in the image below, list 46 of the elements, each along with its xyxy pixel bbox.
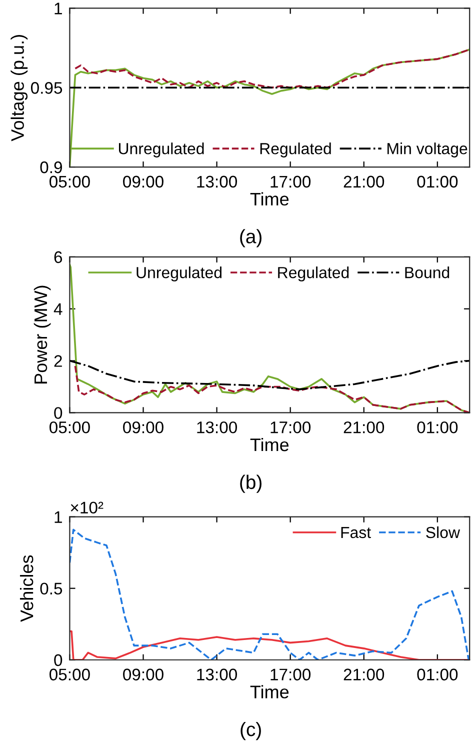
- legend-label: Regulated: [278, 266, 349, 282]
- text: (c): [240, 722, 261, 740]
- x-tick-label: 13:00: [197, 421, 237, 434]
- y-tick-label: 1: [54, 2, 62, 14]
- x-tick-label: 13:00: [197, 176, 237, 188]
- y-tick-label: 6: [54, 251, 62, 264]
- y-tick-label: 0.5: [40, 582, 62, 595]
- y-tick-label: 2: [54, 355, 62, 367]
- x-axis-title: Time: [250, 685, 289, 698]
- x-tick-label: 17:00: [270, 668, 311, 680]
- x-axis-title: Time: [250, 192, 289, 206]
- x-tick-label: 09:00: [123, 668, 164, 680]
- legend-label: Slow: [426, 526, 460, 538]
- y-tick-label: 0: [54, 407, 62, 419]
- x-tick-label: 21:00: [344, 668, 384, 680]
- x-tick-label: 21:00: [344, 176, 384, 188]
- y-axis-title: Voltage (p.u.): [10, 35, 28, 142]
- y-tick-label: 1: [54, 511, 62, 523]
- x-axis-title: Time: [250, 438, 289, 452]
- text: ×10²: [70, 502, 104, 514]
- x-tick-label: 05:00: [50, 176, 90, 188]
- y-tick-label: 0.95: [30, 82, 62, 94]
- legend-label: Fast: [341, 526, 371, 538]
- legend-label: Unregulated: [118, 142, 204, 158]
- y-tick-label: 0: [54, 654, 62, 666]
- y-axis-title: Power (MW): [34, 286, 51, 384]
- x-tick-label: 13:00: [197, 668, 237, 680]
- text: (b): [240, 474, 262, 493]
- x-tick-label: 05:00: [50, 668, 90, 680]
- legend-label: Unregulated: [136, 266, 222, 282]
- legend-label: Regulated: [260, 142, 331, 158]
- legend-label: Min voltage: [388, 142, 468, 158]
- y-tick-label: 4: [54, 303, 62, 315]
- x-tick-label: 01:00: [417, 176, 458, 188]
- x-tick-label: 09:00: [123, 176, 164, 188]
- y-tick-label: 0.9: [40, 161, 62, 174]
- text: (a): [240, 229, 262, 248]
- x-tick-label: 17:00: [270, 421, 311, 434]
- x-tick-label: 05:00: [50, 421, 90, 434]
- x-tick-label: 01:00: [417, 668, 458, 680]
- x-tick-label: 01:00: [417, 421, 458, 434]
- legend-label: Bound: [405, 266, 450, 278]
- x-tick-label: 17:00: [270, 176, 311, 188]
- x-tick-label: 21:00: [344, 421, 384, 434]
- y-axis-title: Vehicles: [20, 555, 34, 622]
- x-tick-label: 09:00: [123, 421, 164, 434]
